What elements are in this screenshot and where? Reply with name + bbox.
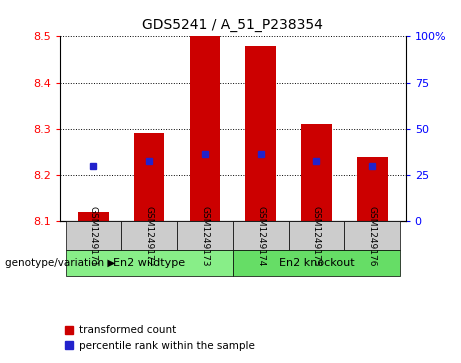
Text: genotype/variation ▶: genotype/variation ▶ [5, 258, 115, 268]
Bar [78, 212, 109, 221]
Text: GSM1249174: GSM1249174 [256, 206, 265, 266]
Text: GSM1249172: GSM1249172 [145, 206, 154, 266]
Legend: transformed count, percentile rank within the sample: transformed count, percentile rank withi… [65, 325, 254, 351]
Bar [357, 156, 388, 221]
Text: GSM1249176: GSM1249176 [368, 206, 377, 266]
Bar [189, 36, 220, 221]
Text: GSM1249173: GSM1249173 [201, 206, 209, 266]
Text: En2 wildtype: En2 wildtype [113, 258, 185, 268]
Bar [134, 134, 165, 221]
Text: GSM1249171: GSM1249171 [89, 206, 98, 266]
Title: GDS5241 / A_51_P238354: GDS5241 / A_51_P238354 [142, 19, 323, 33]
Bar [301, 124, 332, 221]
Text: En2 knockout: En2 knockout [278, 258, 354, 268]
Bar [245, 45, 276, 221]
Text: GSM1249175: GSM1249175 [312, 206, 321, 266]
